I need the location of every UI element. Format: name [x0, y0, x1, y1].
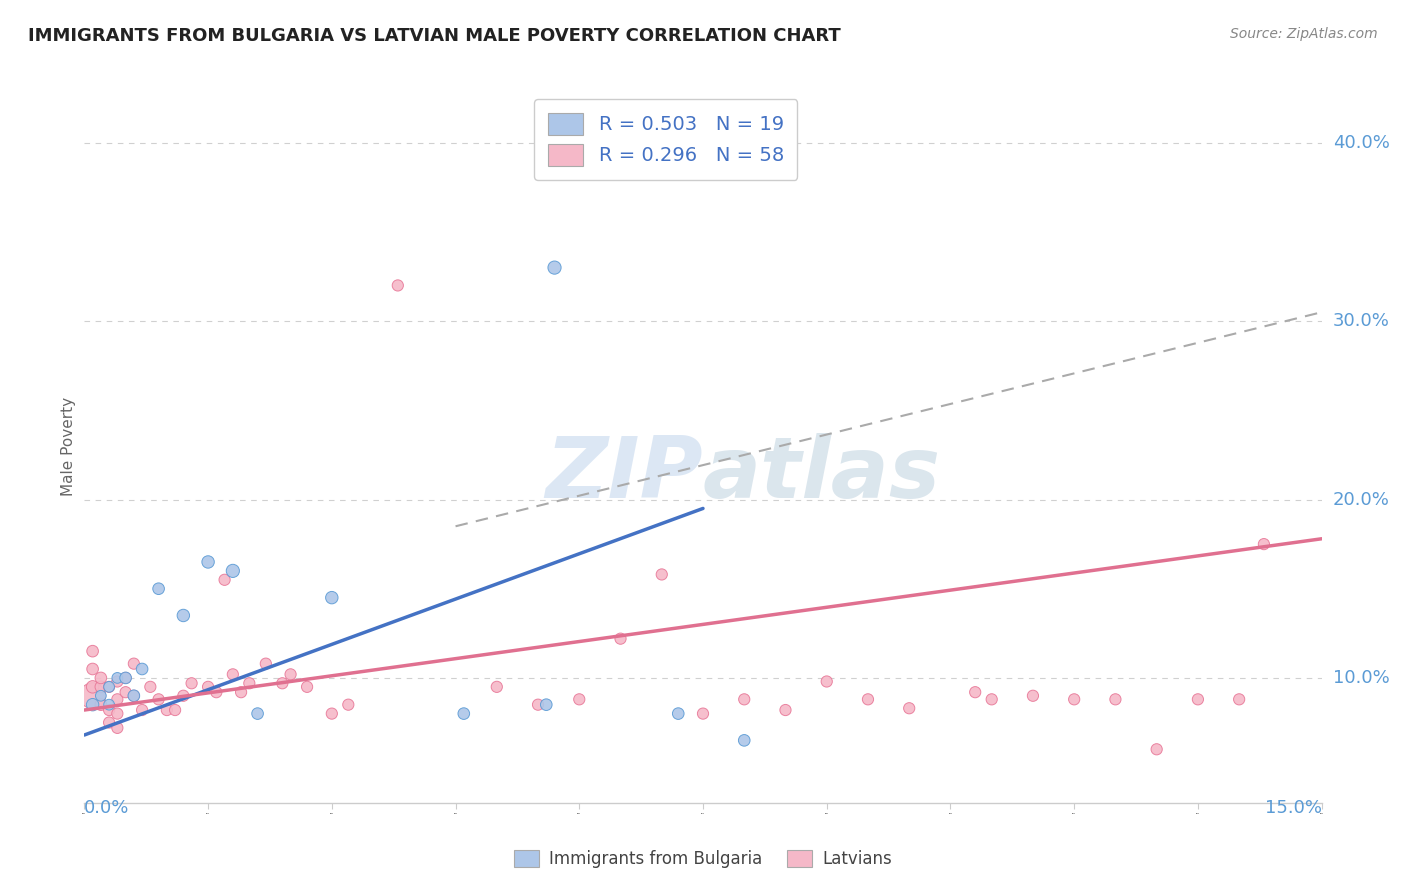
- Point: [527, 698, 550, 712]
- Point: [156, 703, 179, 717]
- Point: [295, 680, 318, 694]
- Text: IMMIGRANTS FROM BULGARIA VS LATVIAN MALE POVERTY CORRELATION CHART: IMMIGRANTS FROM BULGARIA VS LATVIAN MALE…: [28, 27, 841, 45]
- Point: [105, 692, 128, 706]
- Point: [105, 671, 128, 685]
- Point: [105, 721, 128, 735]
- Point: [238, 676, 260, 690]
- Text: 0.0%: 0.0%: [84, 799, 129, 817]
- Point: [898, 701, 921, 715]
- Text: atlas: atlas: [703, 433, 941, 516]
- Point: [82, 662, 104, 676]
- Point: [90, 671, 112, 685]
- Point: [131, 662, 153, 676]
- Point: [82, 680, 104, 694]
- Point: [229, 685, 252, 699]
- Point: [148, 582, 170, 596]
- Point: [1146, 742, 1168, 756]
- Point: [1022, 689, 1045, 703]
- Point: [122, 689, 145, 703]
- Text: 15.0%: 15.0%: [1264, 799, 1322, 817]
- Point: [98, 703, 121, 717]
- Point: [1104, 692, 1126, 706]
- Point: [148, 692, 170, 706]
- Point: [965, 685, 987, 699]
- Point: [90, 689, 112, 703]
- Legend: R = 0.503   N = 19, R = 0.296   N = 58: R = 0.503 N = 19, R = 0.296 N = 58: [534, 99, 797, 180]
- Point: [609, 632, 631, 646]
- Point: [82, 689, 104, 703]
- Point: [172, 608, 194, 623]
- Point: [90, 680, 112, 694]
- Point: [321, 706, 343, 721]
- Point: [122, 657, 145, 671]
- Point: [180, 676, 202, 690]
- Point: [568, 692, 591, 706]
- Point: [733, 692, 755, 706]
- Point: [131, 703, 153, 717]
- Text: 10.0%: 10.0%: [1333, 669, 1389, 687]
- Text: 30.0%: 30.0%: [1333, 312, 1389, 330]
- Point: [536, 698, 558, 712]
- Point: [222, 564, 245, 578]
- Point: [122, 689, 145, 703]
- Point: [271, 676, 294, 690]
- Point: [733, 733, 755, 747]
- Point: [543, 260, 565, 275]
- Point: [280, 667, 302, 681]
- Text: 40.0%: 40.0%: [1333, 134, 1389, 152]
- Text: ZIP: ZIP: [546, 433, 703, 516]
- Point: [246, 706, 269, 721]
- Point: [1227, 692, 1250, 706]
- Point: [1253, 537, 1275, 551]
- Point: [139, 680, 162, 694]
- Point: [1187, 692, 1209, 706]
- Point: [172, 689, 194, 703]
- Point: [197, 680, 219, 694]
- Point: [82, 698, 104, 712]
- Point: [114, 671, 136, 685]
- Point: [321, 591, 343, 605]
- Text: Source: ZipAtlas.com: Source: ZipAtlas.com: [1230, 27, 1378, 41]
- Point: [254, 657, 277, 671]
- Point: [98, 698, 121, 712]
- Point: [775, 703, 797, 717]
- Point: [114, 685, 136, 699]
- Point: [692, 706, 714, 721]
- Point: [222, 667, 245, 681]
- Point: [453, 706, 475, 721]
- Point: [90, 698, 112, 712]
- Point: [337, 698, 360, 712]
- Point: [214, 573, 236, 587]
- Point: [387, 278, 409, 293]
- Point: [98, 680, 121, 694]
- Point: [856, 692, 879, 706]
- Point: [197, 555, 219, 569]
- Point: [815, 674, 838, 689]
- Point: [980, 692, 1002, 706]
- Text: 20.0%: 20.0%: [1333, 491, 1389, 508]
- Point: [1063, 692, 1085, 706]
- Point: [114, 671, 136, 685]
- Point: [666, 706, 689, 721]
- Point: [105, 706, 128, 721]
- Point: [98, 715, 121, 730]
- Point: [651, 567, 673, 582]
- Point: [82, 644, 104, 658]
- Legend: Immigrants from Bulgaria, Latvians: Immigrants from Bulgaria, Latvians: [508, 843, 898, 875]
- Point: [205, 685, 228, 699]
- Point: [98, 680, 121, 694]
- Point: [165, 703, 187, 717]
- Point: [485, 680, 508, 694]
- Point: [105, 674, 128, 689]
- Y-axis label: Male Poverty: Male Poverty: [60, 396, 76, 496]
